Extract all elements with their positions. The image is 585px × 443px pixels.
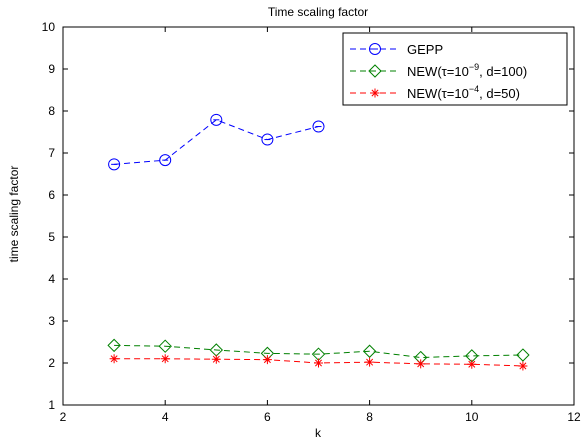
- data-point: [159, 154, 172, 167]
- chart-title: Time scaling factor: [268, 5, 368, 19]
- y-tick-label: 9: [48, 62, 55, 76]
- legend-marker: [368, 64, 382, 78]
- y-tick-label: 10: [42, 20, 56, 34]
- x-tick-label: 12: [567, 410, 581, 424]
- data-point: [518, 361, 528, 371]
- legend-marker: [369, 43, 381, 55]
- y-tick-label: 8: [48, 104, 55, 118]
- data-point: [312, 120, 325, 133]
- y-tick-label: 2: [48, 356, 55, 370]
- data-point: [210, 113, 223, 126]
- data-point: [416, 359, 426, 369]
- legend-marker: [370, 88, 380, 98]
- legend-label: NEW(τ=10−9, d=100): [407, 62, 527, 79]
- y-tick-label: 7: [48, 146, 55, 160]
- y-tick-label: 6: [48, 188, 55, 202]
- axes-box: [62, 26, 575, 406]
- series-line: [114, 119, 319, 165]
- data-point: [262, 355, 272, 365]
- series-line: [114, 344, 523, 359]
- series-0: [108, 113, 325, 171]
- legend: GEPP NEW(τ=10−9, d=100) NEW(τ=10−4, d=50): [342, 32, 568, 106]
- y-tick-label: 3: [48, 314, 55, 328]
- legend-label: GEPP: [407, 42, 443, 57]
- legend-label: NEW(τ=10−4, d=50): [407, 84, 520, 101]
- y-tick-label: 1: [48, 398, 55, 412]
- data-point: [314, 358, 323, 368]
- series-2: [109, 354, 528, 371]
- data-point: [160, 354, 170, 364]
- data-point: [365, 357, 375, 367]
- x-tick-label: 2: [60, 410, 67, 424]
- x-axis-label: k: [315, 426, 322, 440]
- x-tick-label: 10: [465, 410, 479, 424]
- data-point: [261, 133, 274, 146]
- data-point: [109, 354, 119, 364]
- y-tick-label: 4: [48, 272, 55, 286]
- data-point: [108, 158, 121, 171]
- x-tick-label: 6: [264, 410, 271, 424]
- data-point: [158, 339, 172, 353]
- data-point: [467, 359, 477, 369]
- x-tick-label: 8: [366, 410, 373, 424]
- data-point: [362, 344, 377, 358]
- data-point: [211, 354, 221, 364]
- data-point: [107, 338, 121, 353]
- data-point: [516, 348, 530, 362]
- y-tick-label: 5: [48, 230, 55, 244]
- y-axis-label: time scaling factor: [7, 166, 21, 263]
- x-tick-label: 4: [162, 410, 169, 424]
